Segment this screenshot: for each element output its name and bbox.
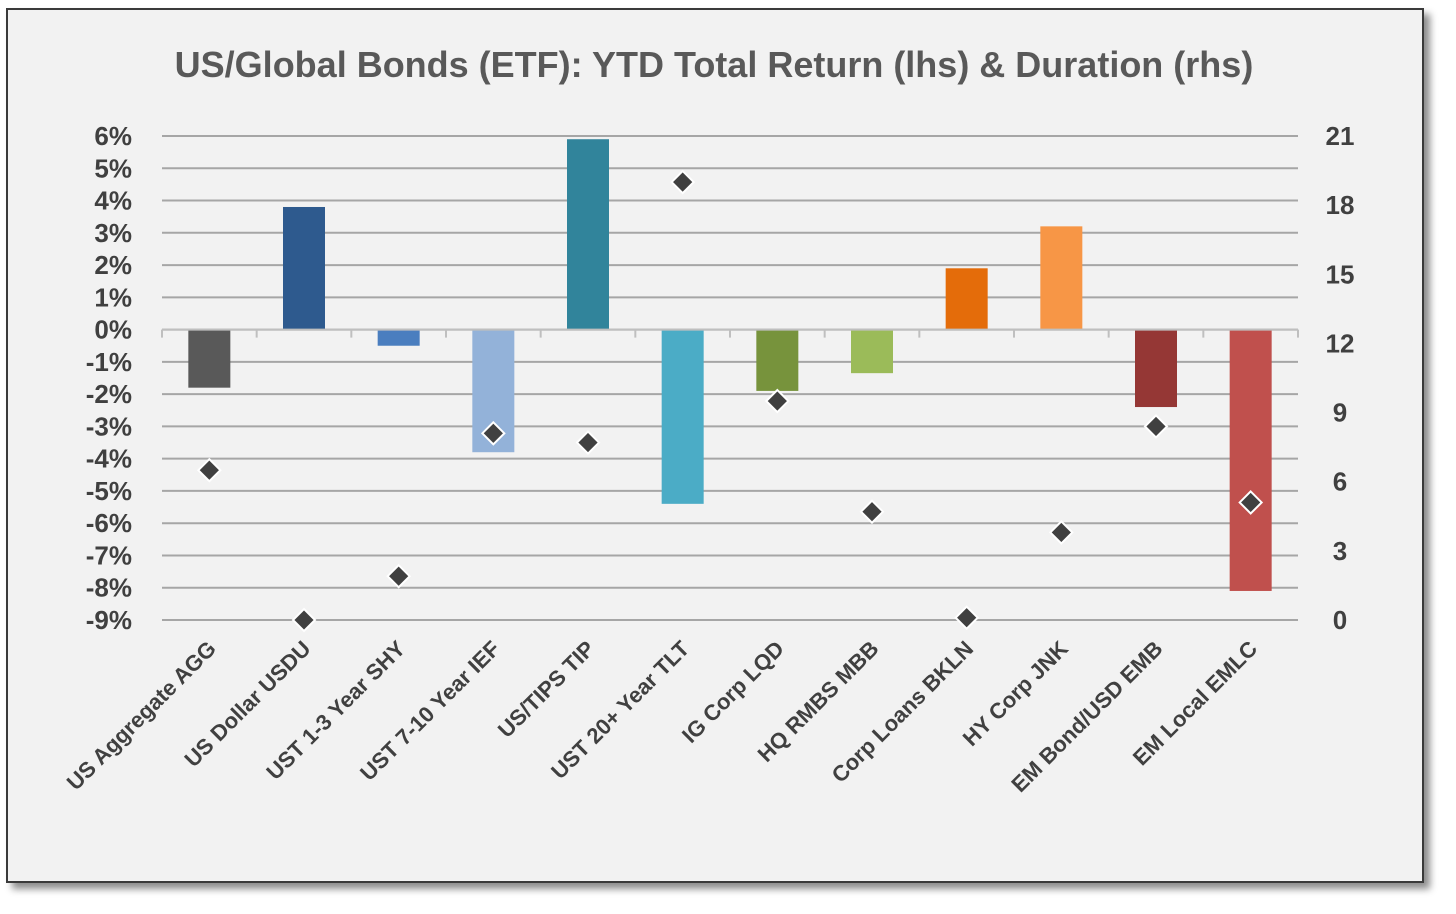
y-tick-label: 6%: [94, 121, 132, 151]
y2-tick-label: 12: [1326, 328, 1355, 358]
y2-tick-label: 9: [1333, 398, 1347, 428]
duration-marker-8: [954, 605, 980, 631]
y2-tick-label: 21: [1326, 121, 1355, 151]
bar-6: [756, 329, 799, 391]
duration-marker-4: [575, 430, 601, 455]
duration-marker-11: [1238, 490, 1264, 515]
y-tick-label: -8%: [86, 573, 132, 603]
y-tick-label: 2%: [94, 250, 132, 280]
bars: [188, 139, 1272, 591]
y-axis-left: 6%5%4%3%2%1%0%-1%-2%-3%-4%-5%-6%-7%-8%-9…: [86, 121, 132, 635]
y-tick-label: -4%: [86, 444, 132, 474]
duration-marker-2: [386, 563, 412, 589]
bar-7: [851, 329, 893, 374]
y-tick-label: -7%: [86, 540, 132, 570]
y-tick-label: 4%: [94, 186, 132, 216]
gridlines: [162, 135, 1298, 621]
bar-11: [1229, 329, 1272, 591]
bar-2: [377, 329, 420, 346]
x-axis: [161, 328, 1299, 338]
bar-9: [1040, 226, 1083, 330]
duration-marker-0: [196, 457, 222, 483]
bar-4: [567, 139, 609, 330]
y-tick-label: -1%: [86, 347, 132, 377]
chart-title: US/Global Bonds (ETF): YTD Total Return …: [175, 44, 1254, 85]
duration-marker-7: [859, 499, 885, 525]
y-tick-label: -9%: [86, 605, 132, 635]
bar-0: [188, 329, 231, 388]
bar-8: [945, 268, 988, 330]
y-tick-label: 1%: [94, 282, 132, 312]
y2-tick-label: 6: [1333, 467, 1347, 497]
duration-marker-3: [480, 420, 506, 446]
bar-5: [661, 329, 704, 504]
y-tick-label: -2%: [86, 379, 132, 409]
duration-markers: [196, 169, 1264, 633]
bar-10: [1135, 329, 1177, 408]
y-tick-label: 3%: [94, 218, 132, 248]
duration-marker-1: [291, 607, 317, 633]
y-tick-label: 0%: [94, 315, 132, 345]
y-tick-label: 5%: [94, 153, 132, 183]
y-tick-label: -6%: [86, 508, 132, 538]
bar-1: [283, 206, 325, 330]
duration-marker-5: [670, 169, 696, 195]
y2-tick-label: 3: [1333, 536, 1347, 566]
y-tick-label: -5%: [86, 476, 132, 506]
duration-marker-9: [1048, 520, 1074, 545]
y-axis-right: 21 18 15 12 9 6 3 0: [1326, 121, 1355, 635]
y2-tick-label: 15: [1326, 259, 1355, 289]
x-tick-label: US/TIPS TIP: [493, 636, 600, 743]
duration-marker-6: [764, 388, 790, 414]
y2-tick-label: 18: [1326, 190, 1355, 220]
y-tick-label: -3%: [86, 411, 132, 441]
duration-marker-10: [1143, 413, 1169, 439]
y2-tick-label: 0: [1333, 605, 1347, 635]
chart-frame: [6, 8, 1424, 883]
